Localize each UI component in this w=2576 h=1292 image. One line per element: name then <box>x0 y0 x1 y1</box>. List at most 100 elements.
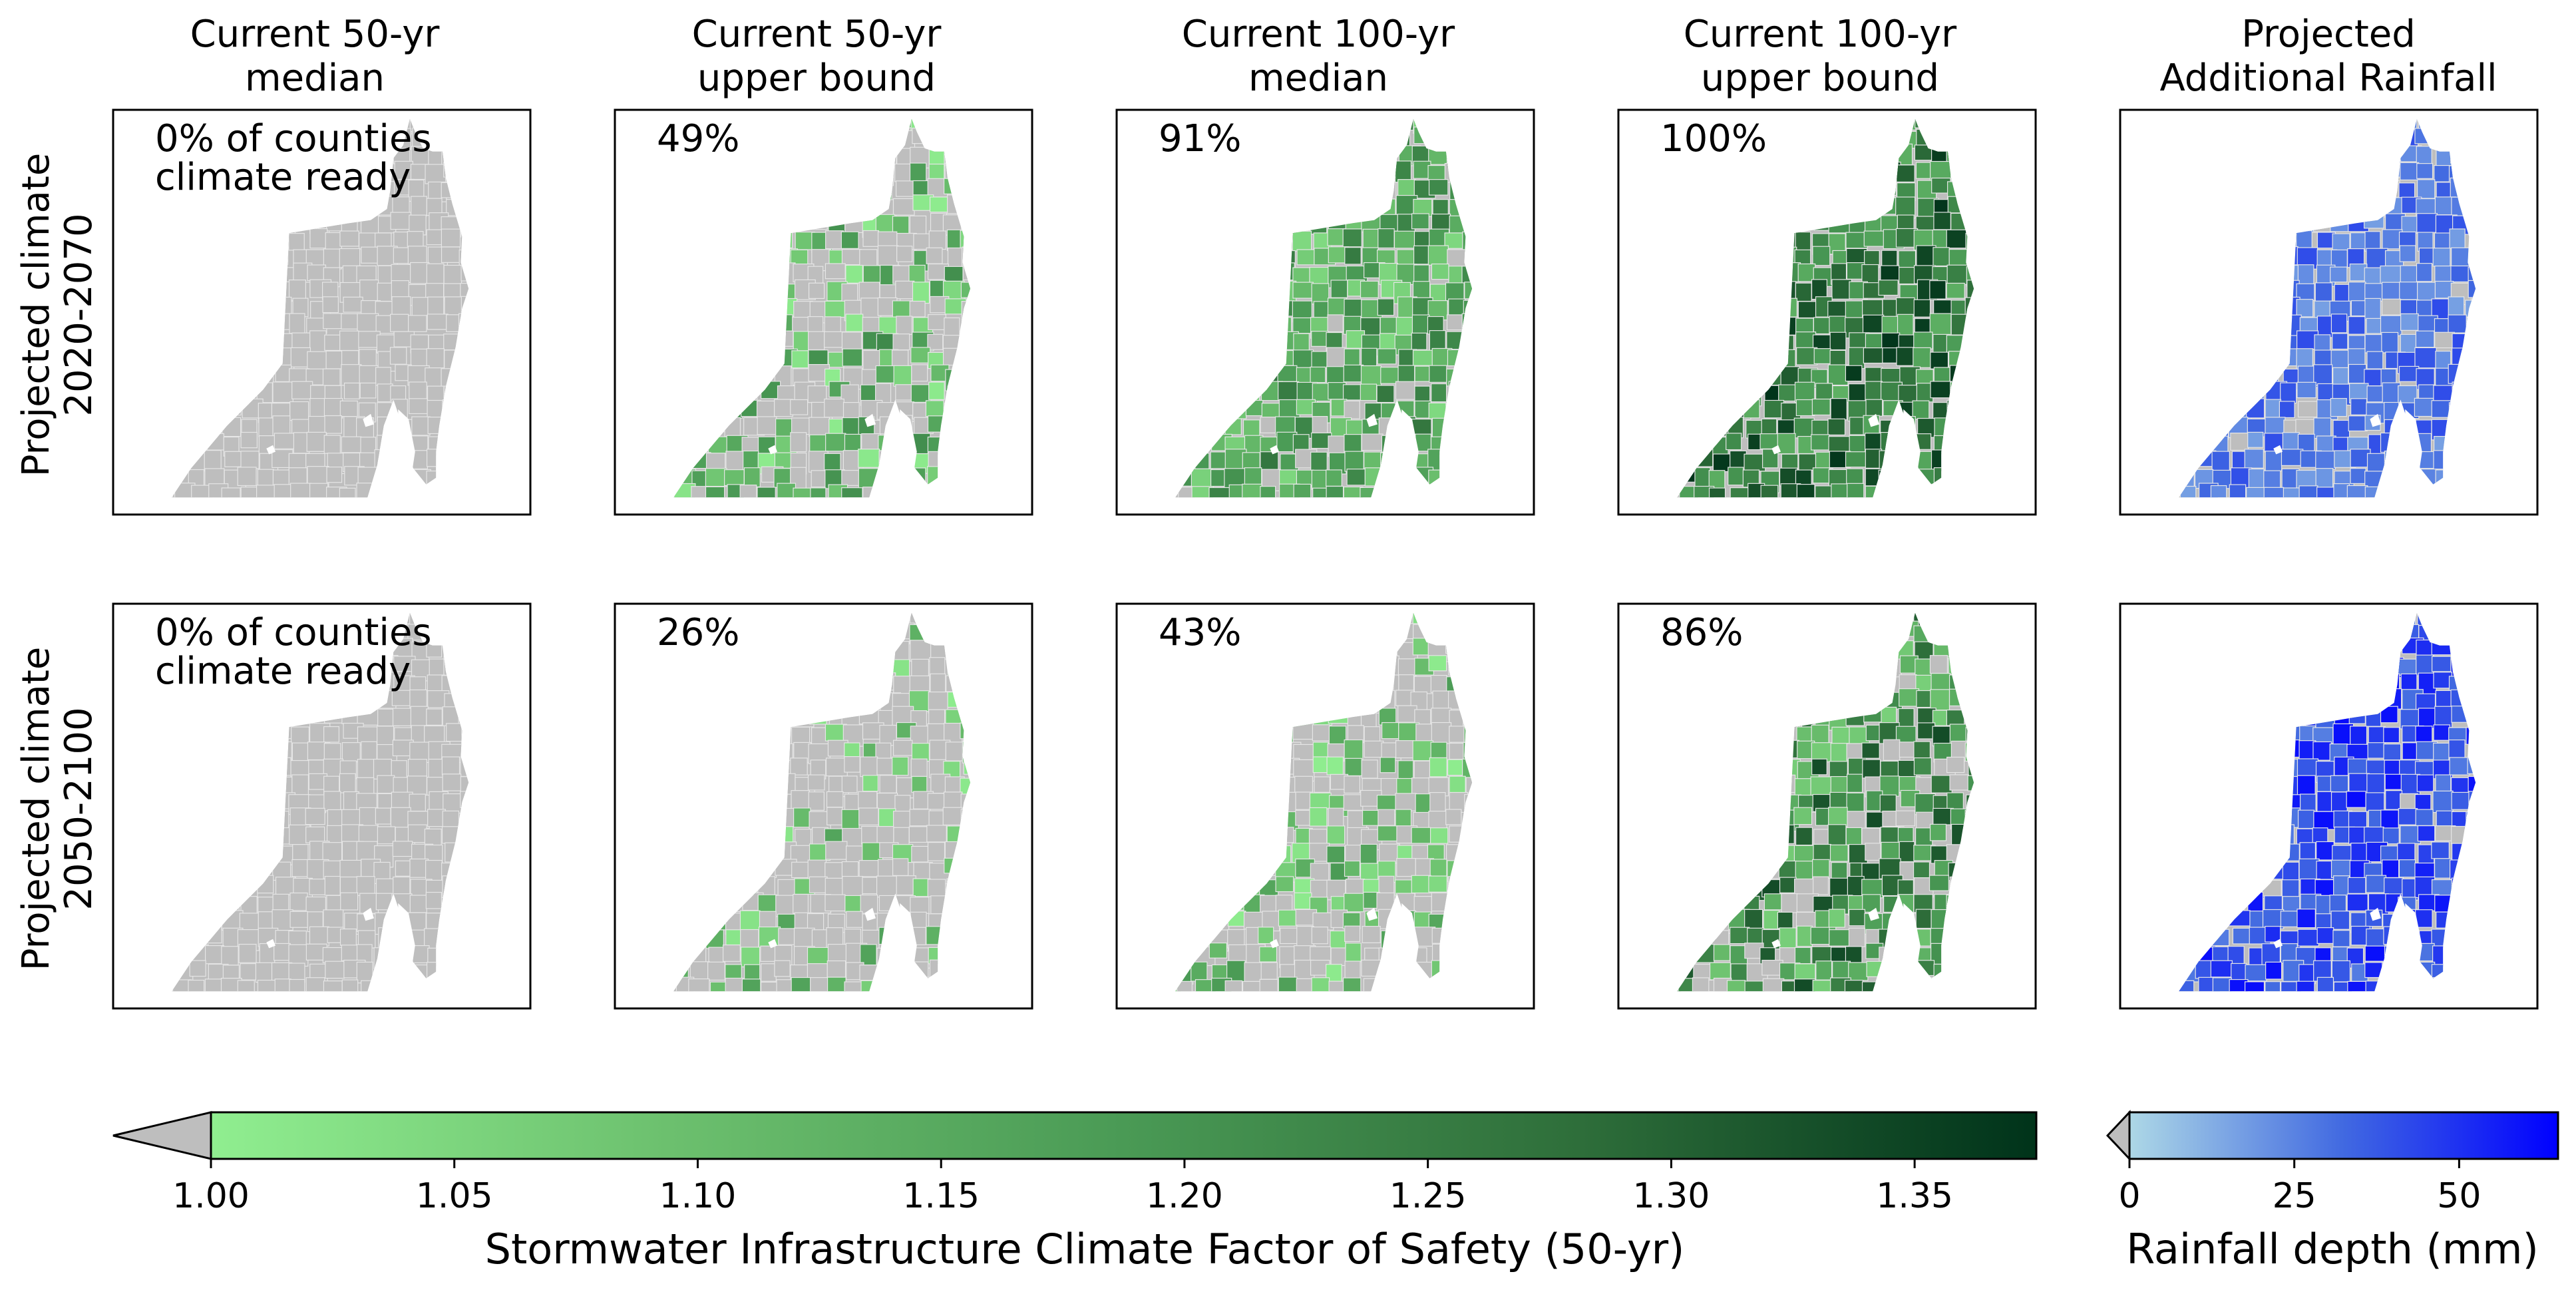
county-cell <box>2436 182 2453 198</box>
panel-frame <box>112 108 532 516</box>
county-cell <box>1930 351 1949 369</box>
county-cell <box>1827 824 1847 846</box>
county-cell <box>1915 793 1936 815</box>
county-cell <box>807 859 827 880</box>
county-cell <box>292 844 309 861</box>
county-cell <box>2330 397 2347 417</box>
county-cell <box>1312 724 1331 742</box>
county-cell <box>1811 279 1827 300</box>
colorbar-green-tick-label: 1.10 <box>659 1176 737 1216</box>
county-cell <box>2398 385 2418 404</box>
county-cell <box>1831 279 1853 300</box>
county-cell <box>913 233 930 250</box>
county-cell <box>860 756 878 777</box>
county-cell <box>761 963 777 982</box>
county-cell <box>221 487 241 498</box>
map-panel-r1-c3 <box>1115 108 1535 516</box>
county-cell <box>1728 467 1744 486</box>
county-cell <box>2397 658 2418 676</box>
county-cell <box>911 364 928 382</box>
county-cell <box>1830 743 1849 763</box>
county-cell <box>325 961 345 979</box>
county-cell <box>339 487 356 498</box>
county-cell <box>1811 419 1829 437</box>
county-cell <box>1327 228 1346 246</box>
lake <box>1868 907 1879 921</box>
county-cell <box>2279 401 2295 419</box>
county-cell <box>204 450 222 472</box>
county-cell <box>1795 911 1816 929</box>
county-cell <box>427 314 449 330</box>
county-cell <box>391 264 413 284</box>
county-cell <box>2297 809 2315 829</box>
county-cell <box>1849 909 1866 927</box>
county-cell <box>1393 230 1416 249</box>
county-cell <box>1397 705 1417 723</box>
county-cell <box>778 928 797 945</box>
county-cell <box>1946 229 1967 249</box>
county-cell <box>1275 876 1294 893</box>
county-cell <box>323 313 343 329</box>
county-cell <box>724 469 745 487</box>
county-cell <box>2364 267 2382 286</box>
county-cell <box>807 331 825 351</box>
county-cell <box>2400 313 2419 331</box>
county-cell <box>359 365 379 384</box>
county-cell <box>927 879 946 897</box>
county-cell <box>2366 773 2385 795</box>
county-cell <box>841 331 862 350</box>
county-cell <box>910 758 928 777</box>
county-cell <box>825 757 848 777</box>
annotation-r2-c2: 26% <box>657 611 739 654</box>
county-cell <box>775 895 795 917</box>
county-cell <box>1343 364 1364 383</box>
county-cell <box>2347 980 2366 992</box>
county-cell <box>339 248 361 268</box>
county-cell <box>2244 449 2264 469</box>
county-cell <box>392 841 413 857</box>
county-cell <box>825 300 846 318</box>
lake <box>363 907 374 921</box>
county-cell <box>339 230 359 247</box>
county-cell <box>288 233 305 251</box>
county-cell <box>1845 827 1863 846</box>
county-cell <box>1913 331 1933 349</box>
county-cell <box>926 247 943 264</box>
county-cell <box>1730 927 1750 945</box>
county-cell <box>2263 470 2281 491</box>
county-cell <box>927 841 946 861</box>
county-cell <box>2332 233 2350 252</box>
county-cell <box>2434 858 2452 879</box>
county-cell <box>2416 213 2438 233</box>
county-cell <box>2281 449 2304 466</box>
lake <box>1270 445 1280 455</box>
county-cell <box>2468 280 2476 298</box>
lake <box>2370 413 2381 427</box>
county-cell <box>791 350 809 369</box>
county-cell <box>876 757 894 775</box>
county-cell <box>323 775 340 794</box>
county-cell <box>1176 980 1193 992</box>
county-cell <box>1414 400 1431 419</box>
county-cell <box>759 911 777 928</box>
county-cell <box>875 742 892 759</box>
county-cell <box>1781 893 1799 913</box>
county-cell <box>1431 383 1447 403</box>
county-cell <box>309 330 327 353</box>
county-cell <box>1412 349 1435 366</box>
county-cell <box>1413 896 1432 913</box>
county-cell <box>1360 280 1379 298</box>
county-cell <box>394 160 413 183</box>
county-cell <box>2315 468 2334 489</box>
colorbar-green-tick-label: 1.05 <box>416 1176 493 1216</box>
county-cell <box>1344 348 1360 368</box>
county-cell <box>1913 299 1931 318</box>
colorbar-green-tick-label: 1.15 <box>902 1176 980 1216</box>
county-cell <box>862 230 880 247</box>
county-cell <box>1224 980 1243 992</box>
county-cell <box>1778 384 1798 402</box>
county-cell <box>707 961 725 981</box>
county-cell <box>221 946 239 966</box>
county-cell <box>825 894 846 912</box>
county-cell <box>441 756 460 775</box>
